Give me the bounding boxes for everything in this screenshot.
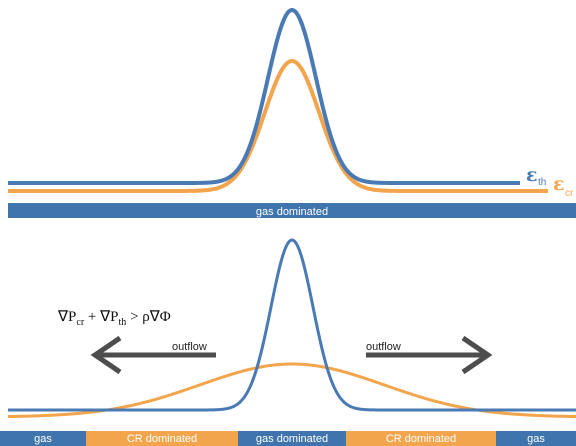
top-bar-label: gas dominated — [256, 206, 328, 218]
top-thermal-energy-curve — [7, 8, 521, 185]
outflow-condition-equation: ∇Pcr + ∇Pth > ρ∇Φ — [57, 309, 171, 328]
bar-segment-4 — [346, 431, 496, 446]
bar-segment-label-4: CR dominated — [386, 433, 456, 445]
right-outflow-label: outflow — [366, 341, 401, 353]
bar-segment-1 — [0, 431, 86, 446]
bar-segment-2 — [86, 431, 238, 446]
equation-rhs: ρ∇Φ — [142, 309, 171, 325]
top-cosmic-ray-energy-curve — [7, 59, 549, 193]
right-outflow-arrow — [366, 335, 493, 375]
equation-plus: + — [84, 309, 100, 325]
bottom-dominance-bar: gas CR dominated gas dominated CR dominated… — [0, 431, 576, 446]
equation-cr-subscript: cr — [76, 317, 84, 328]
thermal-subscript: th — [538, 177, 546, 188]
bar-segment-label-5: gas — [527, 433, 545, 445]
bottom-panel: ∇Pcr + ∇Pth > ρ∇Φ outflow outflow gas CR … — [0, 238, 576, 446]
bottom-thermal-energy-curve — [7, 238, 576, 412]
bar-segment-label-1: gas — [34, 433, 52, 445]
equation-grad-p-2: ∇P — [99, 309, 118, 325]
thermal-energy-legend: ε th — [526, 164, 546, 188]
bar-segment-label-2: CR dominated — [127, 433, 197, 445]
left-outflow-label: outflow — [172, 341, 207, 353]
cosmic-ray-energy-legend: ε cr — [553, 173, 574, 199]
equation-th-subscript: th — [119, 317, 127, 328]
cosmic-ray-subscript: cr — [565, 188, 574, 199]
bar-segment-label-3: gas dominated — [256, 433, 328, 445]
thermal-epsilon-symbol: ε — [526, 164, 538, 186]
top-gas-dominated-bar — [8, 203, 576, 218]
cosmic-ray-epsilon-symbol: ε — [553, 173, 565, 195]
bar-segment-3 — [238, 431, 346, 446]
equation-grad-p-1: ∇P — [57, 309, 76, 325]
equation-greater-than: > — [126, 309, 142, 325]
bar-segment-5 — [496, 431, 576, 446]
left-outflow-arrow — [90, 335, 216, 375]
top-panel: ε th ε cr gas dominated — [7, 8, 576, 218]
